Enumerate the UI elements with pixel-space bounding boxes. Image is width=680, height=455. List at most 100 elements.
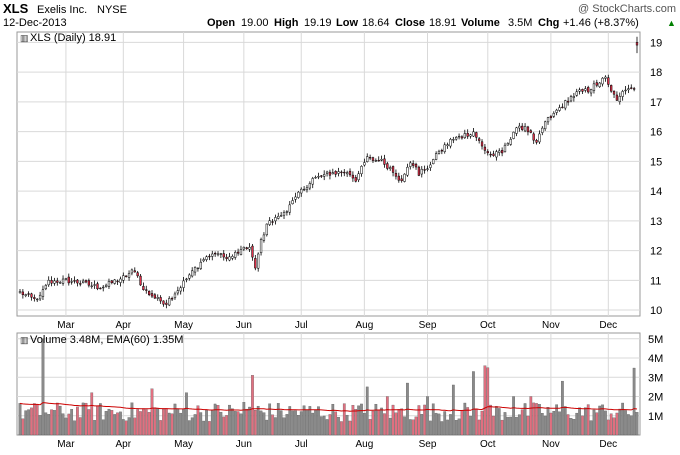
- candle: [271, 221, 274, 223]
- volume-bar: [248, 406, 251, 436]
- candle: [130, 269, 134, 274]
- volume-bar: [515, 417, 518, 436]
- volume-bar: [529, 396, 533, 436]
- volume-bar: [440, 421, 444, 436]
- price-tick-label: 11: [650, 275, 661, 287]
- volume-bar: [503, 412, 507, 436]
- volume-bar: [609, 413, 613, 436]
- volume-bar: [314, 410, 317, 436]
- volume-bar: [142, 408, 145, 436]
- candle: [59, 282, 62, 284]
- volume-bar: [271, 414, 274, 436]
- volume-bar: [434, 412, 438, 436]
- candle: [288, 204, 291, 213]
- candle: [575, 91, 578, 96]
- low-label: Low: [336, 17, 358, 29]
- volume-bar: [38, 415, 42, 436]
- volume-bar: [153, 407, 157, 436]
- month-tick-label: Nov: [542, 439, 560, 450]
- candle: [624, 89, 627, 92]
- candle: [170, 298, 174, 300]
- month-tick-label: Jun: [236, 439, 252, 450]
- price-tick-label: 19: [650, 37, 662, 49]
- candle: [500, 150, 504, 154]
- candle: [449, 139, 452, 147]
- candle: [429, 164, 432, 168]
- volume-bar: [388, 417, 392, 436]
- price-tick-label: 13: [650, 216, 662, 228]
- candle: [569, 96, 573, 102]
- candle: [546, 117, 550, 123]
- volume-bar: [208, 421, 211, 436]
- month-tick-label: Jun: [236, 320, 252, 331]
- candle: [549, 116, 553, 119]
- volume-bar: [167, 412, 171, 436]
- candle: [107, 281, 111, 287]
- volume-bar: [119, 411, 122, 436]
- volume-bar: [334, 411, 338, 436]
- candle: [53, 280, 56, 284]
- candle: [538, 133, 541, 143]
- candle: [452, 139, 455, 141]
- volume-bar: [32, 403, 36, 436]
- candle: [371, 157, 375, 161]
- volume-bar: [173, 403, 177, 436]
- candle: [64, 278, 68, 280]
- candle: [604, 76, 607, 79]
- volume-bar: [354, 409, 358, 436]
- candle: [523, 126, 527, 132]
- candle: [153, 294, 157, 299]
- candle: [147, 290, 151, 295]
- candle: [191, 270, 194, 277]
- volume-bar: [84, 402, 88, 436]
- volume-bar: [185, 392, 188, 436]
- candle: [526, 126, 530, 133]
- volume-bar: [222, 416, 226, 436]
- candle: [426, 168, 429, 170]
- candle: [159, 297, 162, 302]
- candle: [544, 121, 547, 130]
- candle: [480, 141, 484, 147]
- month-tick-label: Sep: [419, 320, 437, 331]
- candle: [90, 285, 93, 287]
- watermark: @ StockCharts.com: [578, 3, 676, 15]
- volume-bar: [199, 412, 203, 436]
- volume-bar: [520, 409, 524, 436]
- volume-bar: [466, 407, 470, 436]
- volume-bar: [139, 411, 142, 436]
- volume-bar: [618, 408, 622, 436]
- price-tick-label: 10: [650, 305, 662, 317]
- candle: [466, 132, 469, 137]
- candle: [566, 100, 570, 103]
- volume-bar: [575, 412, 579, 436]
- candle: [185, 278, 188, 280]
- candle: [325, 171, 329, 174]
- candle: [489, 153, 492, 156]
- candle: [486, 151, 489, 154]
- candle: [357, 173, 360, 181]
- volume-bar: [627, 414, 630, 436]
- volume-x-axis: Mar Apr May Jun Jul Aug Sep Oct Nov Dec: [57, 439, 617, 450]
- month-tick-label: Jul: [295, 439, 308, 450]
- month-tick-label: Oct: [480, 439, 496, 450]
- volume-bar: [360, 403, 363, 436]
- volume-bar: [535, 403, 538, 436]
- candle: [495, 151, 498, 158]
- volume-bar: [495, 406, 498, 436]
- candle: [208, 255, 211, 258]
- candle: [251, 245, 254, 258]
- candle: [308, 183, 311, 189]
- volume-bar: [615, 412, 619, 436]
- volume-bar: [147, 412, 151, 436]
- candle: [621, 91, 624, 97]
- volume-bar: [629, 415, 633, 436]
- volume-bar: [251, 375, 254, 436]
- volume-bar: [340, 421, 343, 436]
- price-tick-label: 18: [650, 67, 662, 79]
- candle: [492, 153, 495, 156]
- candle: [56, 280, 59, 283]
- candle: [231, 256, 234, 259]
- candle: [475, 132, 478, 138]
- volume-bar: [380, 407, 383, 436]
- candle: [627, 88, 630, 91]
